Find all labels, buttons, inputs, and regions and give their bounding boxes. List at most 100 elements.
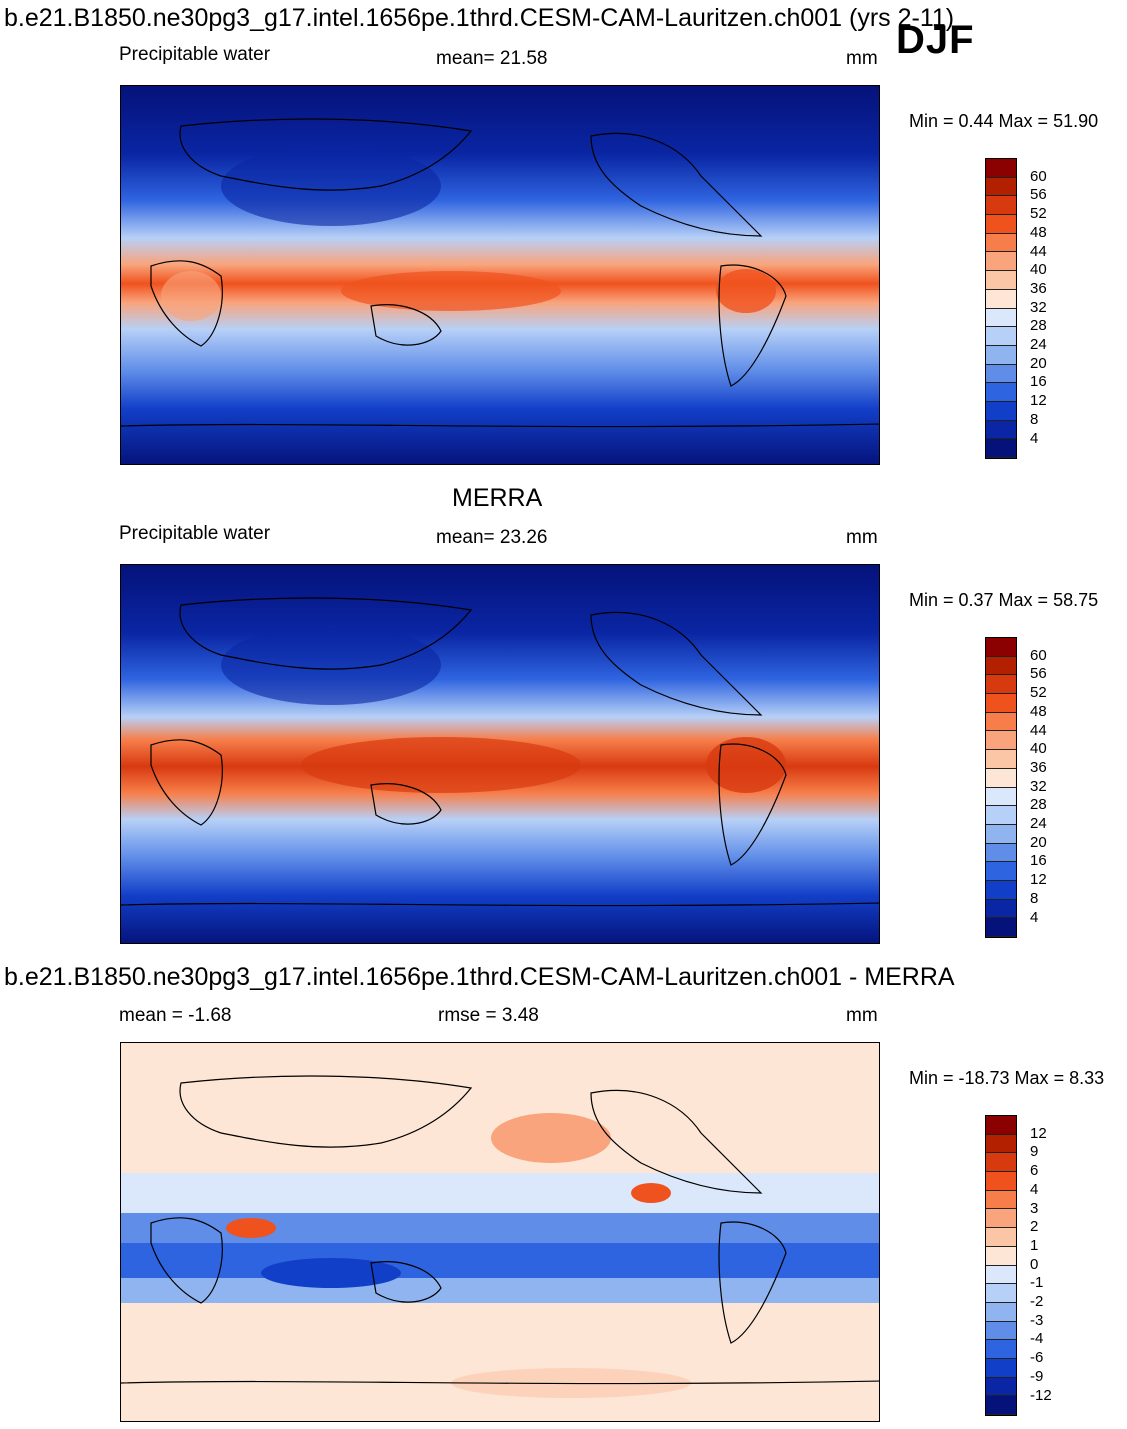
colorbar-segment [986, 862, 1016, 881]
colorbar-segment [986, 768, 1016, 788]
colorbar-segment [986, 252, 1016, 272]
colorbar-segment [986, 159, 1016, 178]
colorbar-segment [986, 439, 1016, 458]
colorbar-tick-label: 32 [1030, 777, 1047, 795]
colorbar-tick-label: 4 [1030, 429, 1039, 447]
panel3-rmse: rmse = 3.48 [438, 1005, 539, 1026]
colorbar-segment [986, 1377, 1016, 1397]
colorbar-tick-label: 36 [1030, 758, 1047, 776]
colorbar-segment [986, 345, 1016, 365]
colorbar-tick-label: 4 [1030, 1180, 1039, 1198]
panel3-colorbar [985, 1115, 1017, 1416]
model-title: b.e21.B1850.ne30pg3_g17.intel.1656pe.1th… [4, 4, 955, 32]
colorbar-segment [986, 1284, 1016, 1303]
colorbar-tick-label: -9 [1030, 1367, 1044, 1385]
colorbar-segment [986, 1172, 1016, 1191]
colorbar-segment [986, 712, 1016, 732]
panel2-title: MERRA [452, 484, 543, 512]
colorbar-tick-label: 12 [1030, 871, 1047, 889]
colorbar-tick-label: 2 [1030, 1218, 1039, 1236]
colorbar-tick-label: 12 [1030, 1124, 1047, 1142]
panel3-map [120, 1042, 880, 1422]
colorbar-tick-label: -12 [1030, 1386, 1052, 1404]
colorbar-segment [986, 196, 1016, 216]
colorbar-tick-label: 24 [1030, 336, 1047, 353]
season-label: DJF [896, 18, 975, 62]
colorbar-tick-label: 8 [1030, 889, 1039, 907]
panel1-mean: mean= 21.58 [436, 48, 548, 69]
colorbar-segment [986, 1153, 1016, 1173]
colorbar-segment [986, 824, 1016, 844]
colorbar-tick-label: 32 [1030, 298, 1047, 316]
colorbar-tick-label: 48 [1030, 702, 1047, 720]
colorbar-segment [986, 327, 1016, 346]
colorbar-tick-label: 44 [1030, 242, 1047, 260]
colorbar-tick-label: 4 [1030, 908, 1039, 926]
colorbar-tick-label: 8 [1030, 410, 1039, 428]
colorbar-tick-label: 9 [1030, 1143, 1039, 1161]
colorbar-tick-label: 12 [1030, 392, 1047, 410]
colorbar-segment [986, 215, 1016, 234]
colorbar-tick-label: 56 [1030, 665, 1047, 683]
colorbar-tick-label: -3 [1030, 1311, 1044, 1329]
colorbar-segment [986, 383, 1016, 402]
panel2-mean: mean= 23.26 [436, 527, 548, 548]
panel1-map [120, 85, 880, 465]
colorbar-segment [986, 1358, 1016, 1378]
colorbar-tick-label: 16 [1030, 373, 1047, 391]
colorbar-tick-label: 3 [1030, 1199, 1039, 1217]
colorbar-segment [986, 1265, 1016, 1285]
colorbar-tick-label: 40 [1030, 740, 1047, 758]
colorbar-segment [986, 401, 1016, 421]
colorbar-segment [986, 1302, 1016, 1322]
colorbar-tick-label: -1 [1030, 1274, 1044, 1292]
colorbar-tick-label: 20 [1030, 354, 1047, 372]
colorbar-segment [986, 675, 1016, 695]
colorbar-tick-label: 16 [1030, 852, 1047, 870]
colorbar-tick-label: -4 [1030, 1330, 1044, 1348]
colorbar-tick-label: 48 [1030, 223, 1047, 241]
panel1-minmax: Min = 0.44 Max = 51.90 [909, 111, 1099, 131]
colorbar-segment [986, 1134, 1016, 1154]
colorbar-segment [986, 177, 1016, 197]
colorbar-segment [986, 694, 1016, 713]
colorbar-tick-label: 20 [1030, 833, 1047, 851]
colorbar-segment [986, 750, 1016, 769]
panel3-mean: mean = -1.68 [119, 1005, 232, 1026]
colorbar-tick-label: 52 [1030, 205, 1047, 223]
panel2-variable: Precipitable water [119, 523, 271, 544]
colorbar-segment [986, 1190, 1016, 1210]
panel3-title: b.e21.B1850.ne30pg3_g17.intel.1656pe.1th… [4, 963, 955, 991]
panel2-minmax: Min = 0.37 Max = 58.75 [909, 590, 1099, 610]
panel2-map [120, 564, 880, 944]
colorbar-tick-label: 52 [1030, 684, 1047, 702]
colorbar-segment [986, 880, 1016, 900]
colorbar-tick-label: 6 [1030, 1162, 1039, 1180]
colorbar-tick-label: 56 [1030, 186, 1047, 204]
colorbar-segment [986, 1321, 1016, 1341]
panel1-colorbar [985, 158, 1017, 459]
panel2-colorbar [985, 637, 1017, 938]
colorbar-tick-label: 40 [1030, 261, 1047, 279]
colorbar-segment [986, 1228, 1016, 1247]
colorbar-tick-label: 60 [1030, 646, 1047, 664]
colorbar-segment [986, 289, 1016, 309]
colorbar-segment [986, 1340, 1016, 1359]
colorbar-segment [986, 1116, 1016, 1135]
colorbar-tick-label: 28 [1030, 796, 1047, 814]
colorbar-segment [986, 1396, 1016, 1415]
colorbar-tick-label: 60 [1030, 167, 1047, 185]
colorbar-segment [986, 843, 1016, 863]
colorbar-tick-label: 24 [1030, 815, 1047, 832]
colorbar-segment [986, 1246, 1016, 1266]
colorbar-segment [986, 420, 1016, 440]
colorbar-tick-label: 28 [1030, 317, 1047, 335]
colorbar-segment [986, 271, 1016, 290]
colorbar-segment [986, 787, 1016, 807]
colorbar-tick-label: 36 [1030, 279, 1047, 297]
colorbar-tick-label: -6 [1030, 1349, 1044, 1367]
colorbar-segment [986, 918, 1016, 937]
colorbar-segment [986, 806, 1016, 825]
colorbar-tick-label: -2 [1030, 1293, 1044, 1310]
panel1-variable: Precipitable water [119, 44, 271, 65]
